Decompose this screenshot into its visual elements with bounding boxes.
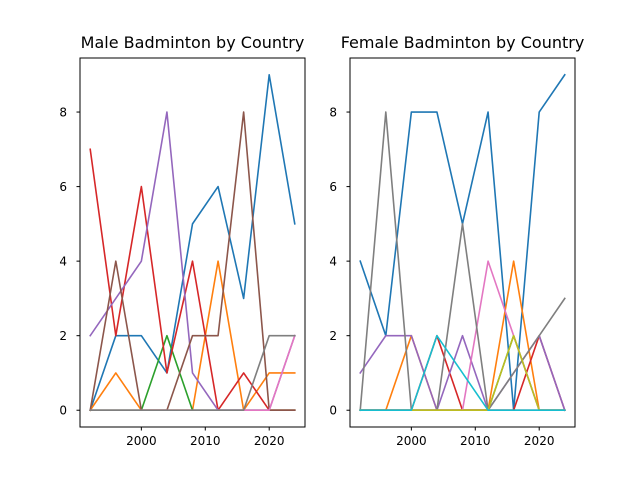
male-series-line-1 <box>89 73 296 412</box>
female-y-tick-label: 2 <box>329 329 337 343</box>
female-x-tick-label: 2000 <box>396 434 427 448</box>
female-y-tick-label: 4 <box>329 255 337 269</box>
male-y-tick-label: 4 <box>59 255 67 269</box>
male-series-line-6 <box>89 111 296 412</box>
male-series-line-8 <box>89 334 296 412</box>
female-chart-title: Female Badminton by Country <box>341 33 585 52</box>
male-y-tick-label: 2 <box>59 329 67 343</box>
female-y-tick-label: 0 <box>329 404 337 418</box>
male-y-tick-label: 0 <box>59 404 67 418</box>
male-x-tick-label: 2020 <box>254 434 285 448</box>
female-series-line-8 <box>359 111 566 412</box>
female-x-tick-label: 2020 <box>524 434 555 448</box>
male-badminton-chart: 2000 2010 2020 0 2 4 6 8 Male Badminton by Count… <box>59 33 306 448</box>
male-chart-title: Male Badminton by Country <box>81 33 305 52</box>
male-x-tick-label: 2000 <box>126 434 157 448</box>
male-axes-frame <box>79 57 306 428</box>
female-series-line-10 <box>359 334 566 412</box>
female-axes-frame <box>349 57 576 428</box>
female-x-tick-label: 2010 <box>460 434 491 448</box>
female-badminton-chart: 2000 2010 2020 0 2 4 6 8 Female Badminton by Cou… <box>329 33 584 448</box>
female-y-tick-label: 8 <box>329 106 337 120</box>
female-series-line-1 <box>359 73 566 412</box>
male-y-tick-label: 6 <box>59 180 67 194</box>
female-y-tick-label: 6 <box>329 180 337 194</box>
male-y-tick-label: 8 <box>59 106 67 120</box>
male-x-tick-label: 2010 <box>190 434 221 448</box>
